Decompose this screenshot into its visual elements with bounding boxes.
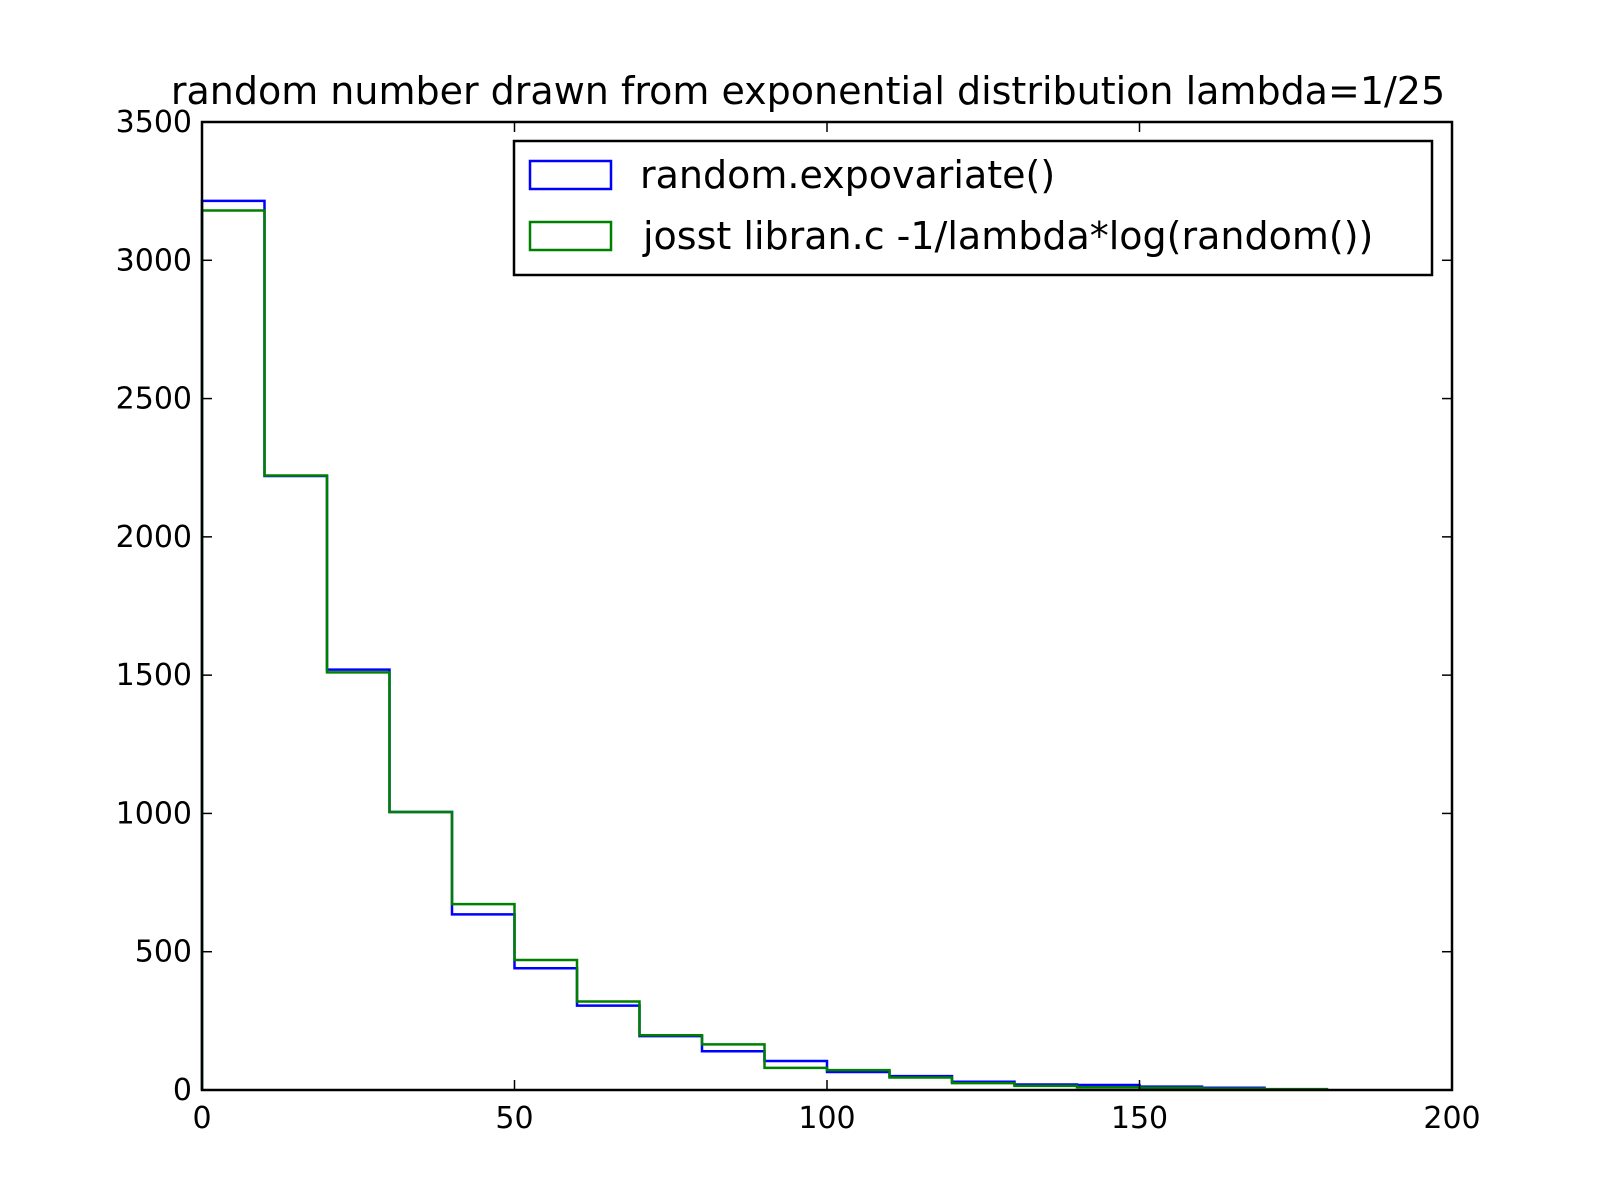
series-outline-random-expovariate xyxy=(200,199,1266,1090)
y-tick-label: 1000 xyxy=(116,796,192,831)
x-tick-label: 100 xyxy=(798,1101,855,1136)
x-tick-label: 0 xyxy=(192,1101,211,1136)
y-tick-label: 0 xyxy=(173,1073,192,1108)
y-tick-label: 1500 xyxy=(116,658,192,693)
legend-label-expovariate: random.expovariate() xyxy=(640,153,1055,197)
legend-swatch-expovariate xyxy=(528,159,613,191)
legend-box xyxy=(512,139,1434,277)
chart-title: random number drawn from exponential dis… xyxy=(171,69,1445,113)
y-tick-label: 500 xyxy=(135,935,192,970)
x-tick-label: 150 xyxy=(1111,1101,1168,1136)
series-random-expovariate xyxy=(200,199,1266,1090)
legend: random.expovariate() josst libran.c -1/l… xyxy=(512,139,1434,277)
y-axis: 0 500 1000 1500 2000 2500 3000 3500 xyxy=(116,105,1452,1108)
x-axis: 0 50 100 150 200 xyxy=(192,122,1481,1136)
x-tick-label: 200 xyxy=(1423,1101,1480,1136)
y-tick-label: 2500 xyxy=(116,382,192,417)
y-tick-label: 3000 xyxy=(116,243,192,278)
y-tick-label: 3500 xyxy=(116,105,192,140)
legend-label-libran: josst libran.c -1/lambda*log(random()) xyxy=(642,214,1373,258)
y-tick-label: 2000 xyxy=(116,520,192,555)
legend-swatch-libran xyxy=(528,220,613,252)
x-tick-label: 50 xyxy=(495,1101,533,1136)
